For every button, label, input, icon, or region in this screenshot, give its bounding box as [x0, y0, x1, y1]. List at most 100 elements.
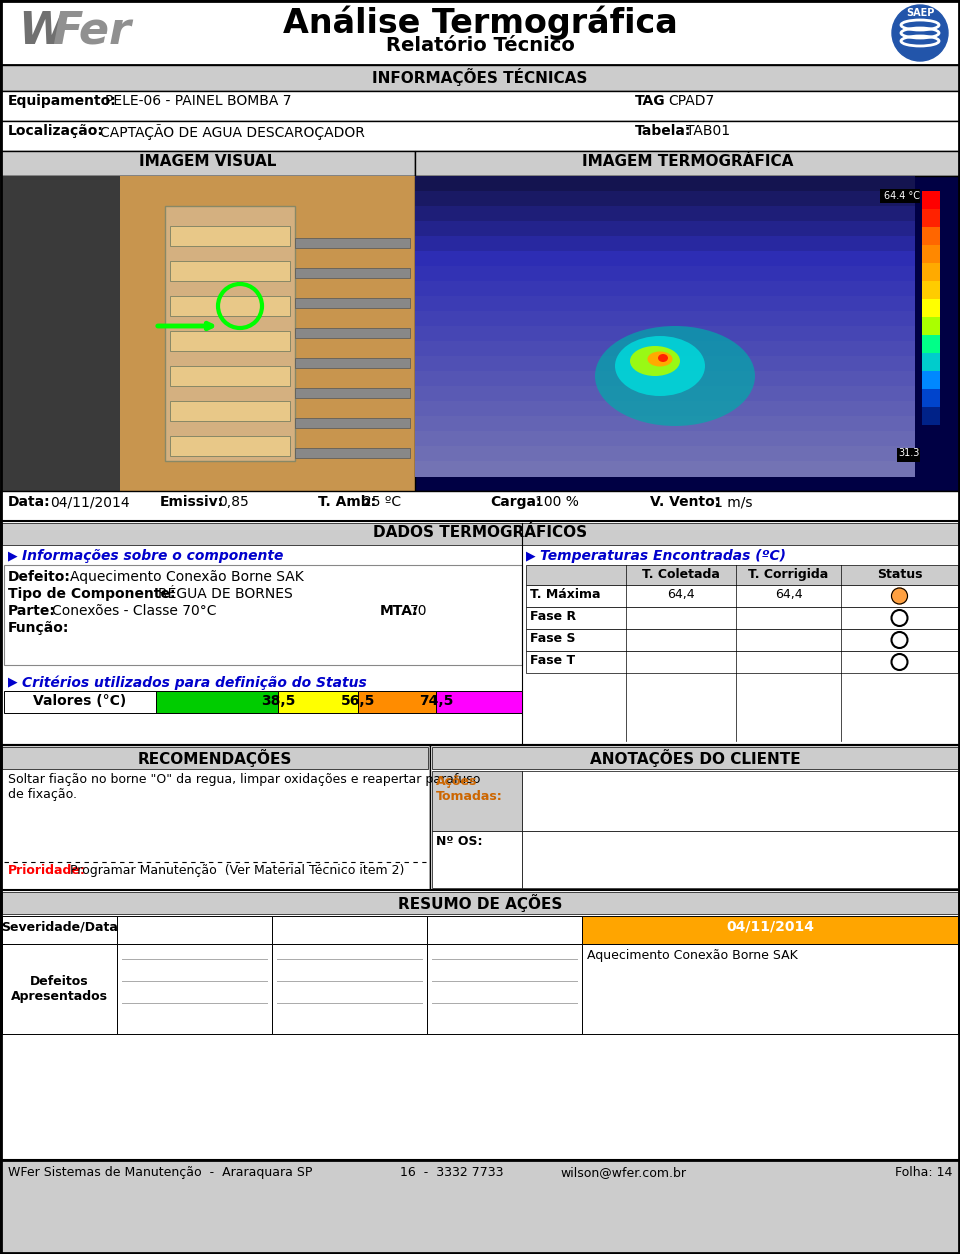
Bar: [170, 261, 290, 281]
Text: Informações sobre o componente: Informações sobre o componente: [22, 549, 283, 563]
Bar: [415, 461, 915, 477]
Ellipse shape: [595, 326, 755, 426]
Ellipse shape: [615, 336, 705, 396]
Text: RESUMO DE AÇÕES: RESUMO DE AÇÕES: [397, 894, 563, 912]
Bar: [922, 408, 940, 426]
Bar: [415, 221, 915, 237]
Bar: [415, 386, 915, 403]
Text: 64,4: 64,4: [667, 588, 695, 601]
Text: TAG: TAG: [635, 94, 665, 108]
Bar: [526, 630, 958, 651]
Bar: [922, 281, 940, 300]
Text: 64,4: 64,4: [775, 588, 803, 601]
Bar: [880, 189, 920, 203]
Bar: [170, 401, 290, 421]
Text: T. Corrigida: T. Corrigida: [749, 568, 828, 581]
Bar: [415, 341, 915, 357]
Bar: [415, 251, 915, 267]
Bar: [170, 366, 290, 386]
Bar: [415, 371, 915, 387]
Bar: [170, 331, 290, 351]
Text: Conexões - Classe 70°C: Conexões - Classe 70°C: [52, 604, 217, 618]
Bar: [415, 401, 915, 418]
Text: Função:: Função:: [8, 621, 69, 635]
Text: Relatório Técnico: Relatório Técnico: [386, 36, 574, 55]
Bar: [526, 566, 958, 586]
Bar: [0, 890, 960, 1160]
Text: 31.3: 31.3: [899, 448, 920, 458]
Bar: [436, 691, 522, 714]
Text: 38,5: 38,5: [261, 693, 295, 709]
Text: T. Amb:: T. Amb:: [318, 495, 376, 509]
Bar: [526, 586, 958, 607]
Text: Severidade/Data: Severidade/Data: [1, 920, 118, 933]
Bar: [0, 92, 960, 120]
Text: Folha: 14: Folha: 14: [895, 1166, 952, 1179]
Text: 25 ºC: 25 ºC: [363, 495, 401, 509]
Text: INFORMAÇÕES TÉCNICAS: INFORMAÇÕES TÉCNICAS: [372, 68, 588, 87]
Text: Defeitos
Apresentados: Defeitos Apresentados: [11, 976, 108, 1003]
Bar: [0, 1160, 960, 1254]
Text: Nº OS:: Nº OS:: [436, 835, 483, 848]
Bar: [526, 607, 958, 630]
Bar: [415, 281, 915, 297]
Bar: [415, 416, 915, 431]
Bar: [0, 176, 120, 492]
Bar: [0, 176, 415, 492]
Bar: [922, 191, 940, 209]
Bar: [415, 150, 960, 176]
Text: W: W: [18, 10, 67, 53]
Bar: [922, 209, 940, 228]
Text: Data:: Data:: [8, 495, 51, 509]
Text: TAB01: TAB01: [686, 124, 731, 138]
Text: Emissiv:: Emissiv:: [160, 495, 224, 509]
Bar: [432, 747, 958, 769]
Text: ▶: ▶: [8, 549, 17, 562]
Bar: [0, 492, 960, 520]
Bar: [430, 745, 960, 890]
Text: CAPTAÇÃO DE AGUA DESCAROÇADOR: CAPTAÇÃO DE AGUA DESCAROÇADOR: [100, 124, 365, 140]
Bar: [295, 329, 410, 339]
Text: WFer Sistemas de Manutenção  -  Araraquara SP: WFer Sistemas de Manutenção - Araraquara…: [8, 1166, 312, 1179]
Bar: [0, 745, 960, 890]
Bar: [922, 227, 940, 246]
Bar: [415, 266, 915, 282]
Text: IMAGEM VISUAL: IMAGEM VISUAL: [139, 154, 276, 169]
Bar: [415, 446, 915, 461]
Bar: [165, 206, 295, 461]
Bar: [120, 176, 415, 492]
Text: Status: Status: [876, 568, 923, 581]
Bar: [295, 357, 410, 367]
Text: V. Vento:: V. Vento:: [650, 495, 720, 509]
Bar: [922, 389, 940, 408]
Text: Equipamento:: Equipamento:: [8, 94, 117, 108]
Text: 0,85: 0,85: [218, 495, 249, 509]
Text: 1 m/s: 1 m/s: [714, 495, 753, 509]
Text: Aquecimento Conexão Borne SAK: Aquecimento Conexão Borne SAK: [587, 949, 798, 962]
Circle shape: [892, 588, 907, 604]
Text: Tabela:: Tabela:: [635, 124, 691, 138]
Text: ANOTAÇÕES DO CLIENTE: ANOTAÇÕES DO CLIENTE: [589, 749, 801, 767]
Bar: [415, 236, 915, 252]
Bar: [415, 191, 915, 207]
Text: Fer: Fer: [52, 10, 131, 53]
Bar: [295, 448, 410, 458]
Bar: [117, 944, 272, 1035]
Bar: [922, 317, 940, 336]
Bar: [295, 268, 410, 278]
Text: Critérios utilizados para definição do Status: Critérios utilizados para definição do S…: [22, 675, 367, 690]
Bar: [170, 296, 290, 316]
Bar: [4, 566, 522, 665]
Bar: [2, 915, 117, 944]
Bar: [922, 263, 940, 282]
Text: CPAD7: CPAD7: [668, 94, 714, 108]
Text: Programar Manutenção  (Ver Material Técnico item 2): Programar Manutenção (Ver Material Técni…: [70, 864, 404, 877]
Text: 16  -  3332 7733: 16 - 3332 7733: [400, 1166, 503, 1179]
Text: T. Máxima: T. Máxima: [530, 588, 601, 601]
Text: 70: 70: [410, 604, 427, 618]
Bar: [0, 120, 960, 150]
Bar: [295, 418, 410, 428]
Bar: [272, 944, 427, 1035]
Text: DADOS TERMOGRÁFICOS: DADOS TERMOGRÁFICOS: [372, 525, 588, 540]
Bar: [922, 245, 940, 265]
